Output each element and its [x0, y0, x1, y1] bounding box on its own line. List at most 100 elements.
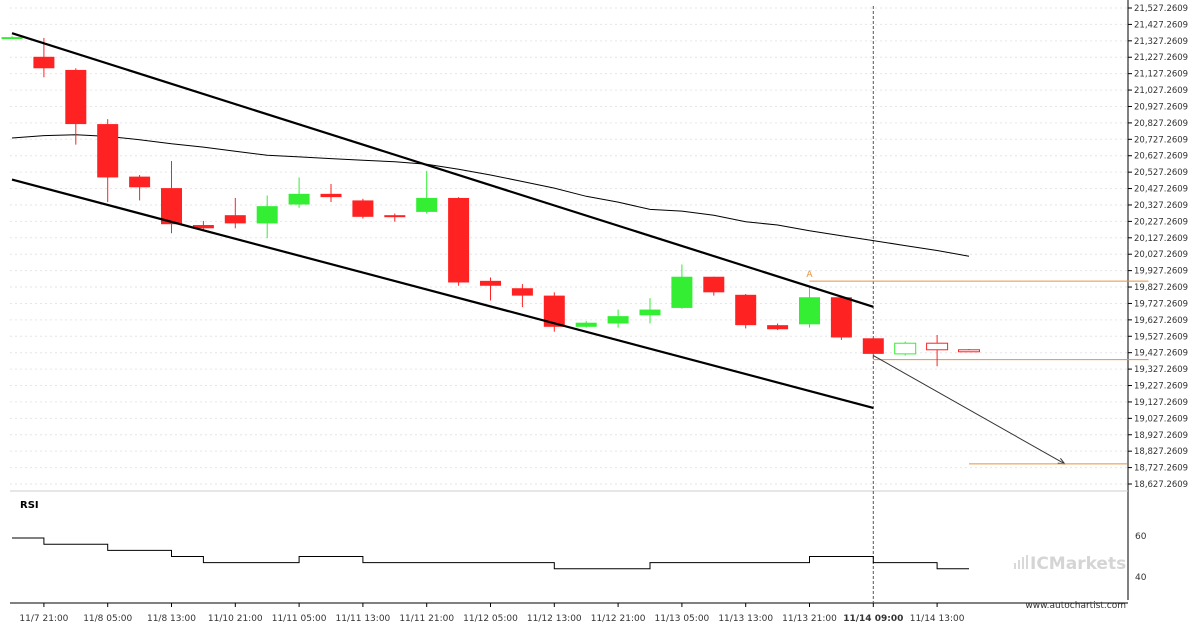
- price-tick-label: 21,027.2609: [1134, 86, 1188, 96]
- candle-body: [767, 325, 789, 330]
- candle-body: [703, 276, 725, 293]
- price-tick-label: 19,327.2609: [1134, 365, 1188, 375]
- price-tick-label: 20,027.2609: [1134, 250, 1188, 260]
- candle-body: [129, 176, 151, 188]
- candle-body: [894, 342, 917, 355]
- time-tick-label: 11/12 13:00: [527, 614, 582, 624]
- candle-body: [799, 297, 820, 325]
- price-tick-label: 20,127.2609: [1134, 234, 1188, 244]
- candle: [511, 284, 533, 308]
- price-tick-label: 21,327.2609: [1134, 37, 1188, 47]
- candle-body: [575, 322, 597, 327]
- price-tick-label: 19,627.2609: [1134, 316, 1188, 326]
- price-tick-label: 21,227.2609: [1134, 53, 1188, 63]
- projection-arrowhead-icon: [1057, 457, 1066, 465]
- candle: [224, 197, 246, 229]
- candle: [799, 285, 820, 328]
- candle: [256, 195, 278, 239]
- level-label: A: [806, 270, 813, 280]
- candle: [862, 337, 884, 358]
- candle: [480, 277, 501, 301]
- footer-url[interactable]: www.autochartist.com: [1025, 601, 1126, 611]
- candle: [830, 295, 852, 340]
- candle: [65, 68, 87, 145]
- price-tick-label: 20,727.2609: [1134, 135, 1188, 145]
- candle-body: [511, 288, 533, 296]
- candle-body: [192, 225, 214, 229]
- candle-body: [735, 294, 757, 326]
- rsi-tick-label: 60: [1135, 532, 1147, 542]
- price-tick-label: 21,427.2609: [1134, 20, 1188, 30]
- candle-body: [416, 197, 438, 212]
- time-tick-label: 11/8 13:00: [147, 614, 196, 624]
- candle: [129, 174, 151, 201]
- rsi-panel: RSI 60 40: [12, 500, 1147, 583]
- price-tick-label: 20,327.2609: [1134, 201, 1188, 211]
- time-tick-label: 11/12 05:00: [463, 614, 518, 624]
- rsi-tick-label: 40: [1135, 573, 1147, 583]
- rsi-line: [12, 537, 969, 570]
- candle-body: [256, 206, 278, 224]
- grid-lines: [10, 7, 1128, 485]
- price-tick-label: 18,927.2609: [1134, 431, 1188, 441]
- price-tick-label: 20,927.2609: [1134, 102, 1188, 112]
- price-tick-labels: 21,527.2609 21,427.2609 21,327.2609 21,227.…: [1128, 4, 1188, 490]
- watermark-logo-icon: [1014, 555, 1028, 569]
- time-tick-label: 11/11 13:00: [336, 614, 391, 624]
- candle-body: [384, 215, 406, 218]
- candle-body: [33, 56, 55, 69]
- horizontal-levels: A: [806, 270, 1149, 361]
- price-tick-label: 19,827.2609: [1134, 283, 1188, 293]
- price-tick-label: 19,527.2609: [1134, 332, 1188, 342]
- candle: [735, 293, 757, 329]
- candle: [767, 323, 789, 331]
- time-tick-label: 11/11 21:00: [399, 614, 454, 624]
- candle-body: [607, 316, 629, 324]
- price-tick-label: 19,127.2609: [1134, 398, 1188, 408]
- time-tick-label: 11/11 05:00: [272, 614, 327, 624]
- time-tick-label: 11/14 13:00: [910, 614, 965, 624]
- candle-body: [448, 197, 470, 283]
- candle-body: [639, 309, 661, 316]
- candle: [192, 220, 214, 231]
- candle-body: [352, 200, 374, 217]
- candle-body: [671, 276, 693, 308]
- candle-body: [161, 188, 182, 225]
- watermark: ICMarkets: [1014, 554, 1126, 574]
- price-tick-label: 19,227.2609: [1134, 382, 1188, 392]
- price-tick-label: 19,927.2609: [1134, 267, 1188, 277]
- projection: [873, 355, 1127, 465]
- candle-body: [830, 297, 852, 338]
- candle-body: [958, 349, 980, 353]
- rsi-label: RSI: [20, 500, 39, 511]
- time-tick-label: 11/10 21:00: [208, 614, 263, 624]
- moving-average: [11, 134, 970, 257]
- candle: [639, 298, 661, 324]
- candle: [607, 309, 629, 328]
- candle-body: [1, 37, 23, 40]
- price-tick-label: 21,527.2609: [1134, 4, 1188, 14]
- price-tick-label: 18,727.2609: [1134, 464, 1188, 474]
- candle: [958, 348, 980, 353]
- price-tick-label: 18,827.2609: [1134, 447, 1188, 457]
- channel-line: [11, 32, 874, 308]
- candle-body: [320, 193, 342, 198]
- candle: [320, 183, 342, 203]
- channel-lines: [11, 32, 874, 409]
- channel-line: [11, 178, 874, 409]
- candle: [926, 335, 949, 367]
- candle-body: [543, 295, 565, 327]
- candle: [33, 37, 55, 78]
- time-tick-label: 11/12 21:00: [591, 614, 646, 624]
- candle-body: [926, 342, 949, 351]
- time-tick-label: 11/13 21:00: [782, 614, 837, 624]
- candle-body: [97, 124, 119, 178]
- candle: [703, 276, 725, 296]
- price-tick-label: 21,127.2609: [1134, 70, 1188, 80]
- price-tick-label: 20,427.2609: [1134, 185, 1188, 195]
- price-tick-label: 20,527.2609: [1134, 168, 1188, 178]
- candle: [416, 170, 438, 214]
- candle-body: [224, 215, 246, 224]
- candle: [1, 36, 23, 40]
